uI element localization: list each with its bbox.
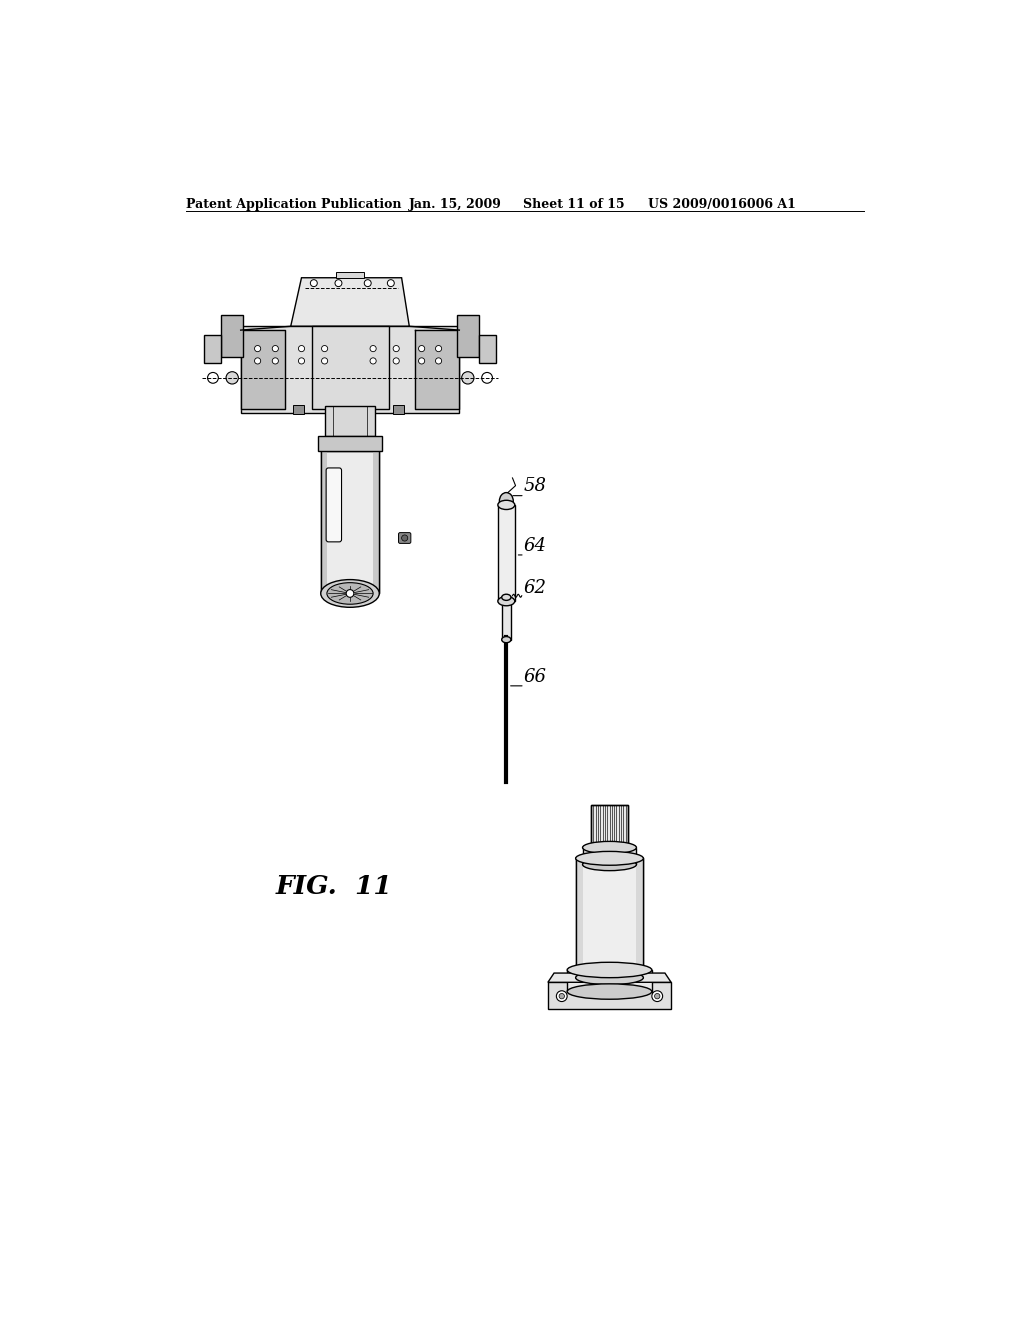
- Circle shape: [652, 991, 663, 1002]
- Circle shape: [462, 372, 474, 384]
- Ellipse shape: [583, 858, 637, 871]
- Bar: [502, 597, 511, 640]
- Circle shape: [370, 358, 376, 364]
- Text: US 2009/0016006 A1: US 2009/0016006 A1: [648, 198, 796, 211]
- Bar: [311, 326, 388, 409]
- Circle shape: [272, 346, 279, 351]
- Circle shape: [393, 358, 399, 364]
- Circle shape: [298, 346, 304, 351]
- Ellipse shape: [502, 594, 511, 601]
- Bar: [583, 847, 637, 865]
- Ellipse shape: [567, 962, 652, 978]
- Bar: [221, 314, 243, 358]
- Bar: [478, 335, 496, 363]
- Bar: [591, 805, 628, 847]
- Circle shape: [365, 280, 371, 286]
- Bar: [241, 326, 460, 412]
- Circle shape: [346, 590, 354, 597]
- Bar: [326, 407, 375, 436]
- Circle shape: [387, 280, 394, 286]
- Bar: [205, 335, 221, 363]
- Circle shape: [481, 372, 493, 383]
- Bar: [293, 405, 304, 414]
- Circle shape: [435, 358, 441, 364]
- Bar: [393, 405, 403, 414]
- Circle shape: [255, 358, 261, 364]
- Circle shape: [335, 280, 342, 286]
- Bar: [321, 451, 327, 594]
- Circle shape: [322, 358, 328, 364]
- Ellipse shape: [575, 970, 643, 985]
- Bar: [321, 451, 379, 594]
- Text: Jan. 15, 2009: Jan. 15, 2009: [410, 198, 502, 211]
- Circle shape: [419, 346, 425, 351]
- FancyBboxPatch shape: [398, 533, 411, 544]
- Circle shape: [556, 991, 567, 1002]
- Bar: [567, 970, 652, 991]
- Text: 58: 58: [523, 477, 546, 495]
- Ellipse shape: [575, 851, 643, 866]
- Polygon shape: [416, 330, 460, 409]
- Circle shape: [393, 346, 399, 351]
- Ellipse shape: [498, 500, 515, 510]
- Circle shape: [255, 346, 261, 351]
- Circle shape: [298, 358, 304, 364]
- Bar: [591, 805, 628, 847]
- Bar: [317, 436, 382, 451]
- Circle shape: [370, 346, 376, 351]
- Text: FIG.  11: FIG. 11: [275, 874, 392, 899]
- Circle shape: [435, 346, 441, 351]
- Ellipse shape: [502, 636, 511, 643]
- Text: Sheet 11 of 15: Sheet 11 of 15: [523, 198, 625, 211]
- Polygon shape: [548, 973, 671, 982]
- Circle shape: [208, 372, 218, 383]
- Ellipse shape: [500, 492, 513, 510]
- Bar: [575, 858, 584, 978]
- Bar: [591, 805, 628, 847]
- Circle shape: [310, 280, 317, 286]
- Text: 62: 62: [523, 579, 546, 598]
- Bar: [498, 506, 515, 601]
- Text: 66: 66: [523, 668, 546, 686]
- Ellipse shape: [567, 983, 652, 999]
- Bar: [575, 858, 643, 978]
- Circle shape: [654, 994, 659, 999]
- Polygon shape: [291, 277, 410, 326]
- Circle shape: [226, 372, 239, 384]
- Ellipse shape: [321, 579, 379, 607]
- Circle shape: [419, 358, 425, 364]
- Text: 64: 64: [523, 537, 546, 556]
- Circle shape: [559, 994, 564, 999]
- Circle shape: [322, 346, 328, 351]
- Polygon shape: [241, 330, 285, 409]
- Bar: [548, 982, 671, 1010]
- Text: Patent Application Publication: Patent Application Publication: [186, 198, 401, 211]
- Bar: [457, 314, 478, 358]
- Bar: [373, 451, 379, 594]
- Circle shape: [272, 358, 279, 364]
- Ellipse shape: [583, 841, 637, 854]
- Bar: [336, 272, 364, 277]
- Ellipse shape: [327, 582, 373, 605]
- Circle shape: [401, 535, 408, 541]
- Bar: [636, 858, 643, 978]
- Ellipse shape: [498, 597, 515, 606]
- FancyBboxPatch shape: [326, 469, 342, 543]
